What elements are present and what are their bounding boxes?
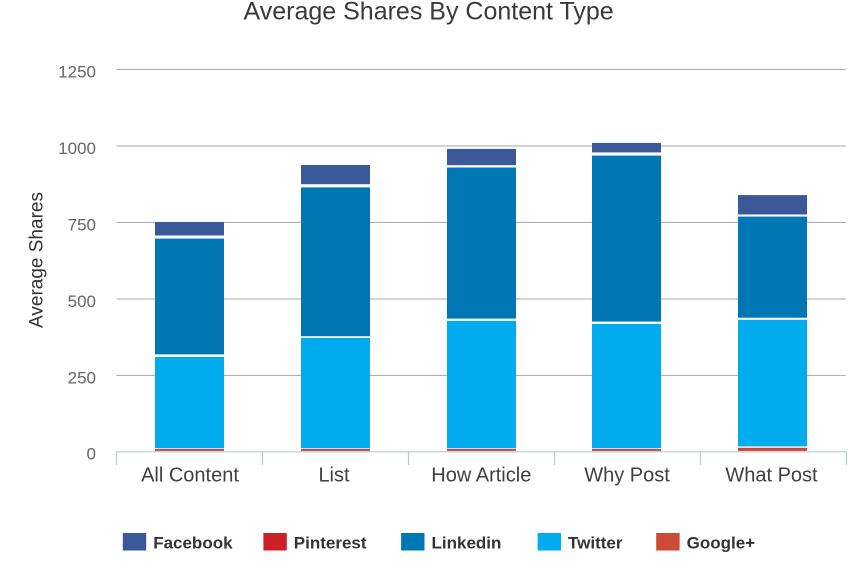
svg-text:Average Shares By Content Type: Average Shares By Content Type [244, 0, 614, 26]
svg-text:Google+: Google+ [687, 534, 756, 553]
svg-text:1000: 1000 [58, 139, 96, 158]
svg-text:Facebook: Facebook [153, 534, 233, 553]
svg-text:250: 250 [68, 368, 96, 387]
svg-text:Pinterest: Pinterest [294, 534, 367, 553]
svg-text:Average Shares: Average Shares [26, 192, 47, 328]
svg-text:All Content: All Content [141, 464, 239, 486]
svg-text:What Post: What Post [725, 464, 818, 486]
svg-text:1250: 1250 [58, 62, 96, 81]
svg-text:0: 0 [87, 444, 96, 463]
svg-text:500: 500 [68, 292, 96, 311]
svg-text:Why Post: Why Post [584, 464, 670, 486]
svg-text:Twitter: Twitter [568, 534, 623, 553]
svg-text:List: List [318, 464, 350, 486]
svg-text:Linkedin: Linkedin [432, 534, 502, 553]
svg-text:How Article: How Article [431, 464, 531, 486]
svg-text:750: 750 [68, 215, 96, 234]
